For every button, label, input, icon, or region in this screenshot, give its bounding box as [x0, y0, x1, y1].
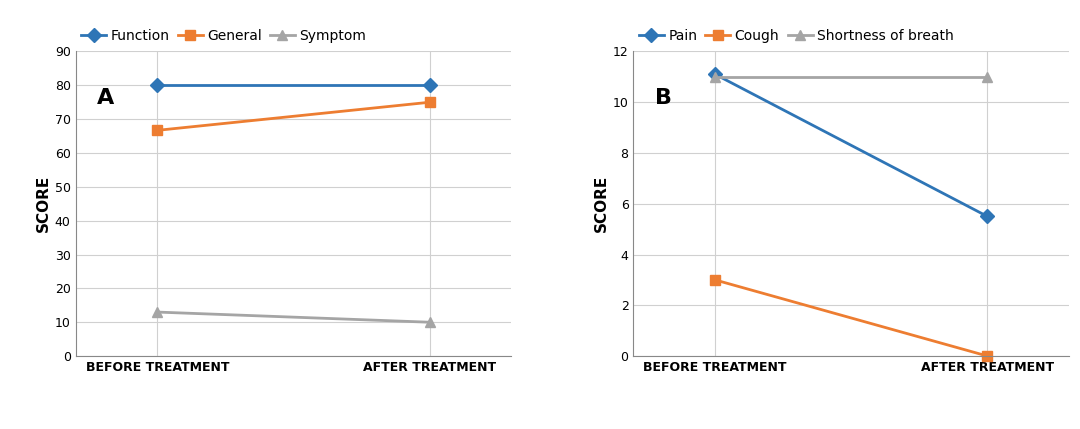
Line: General: General: [152, 97, 434, 135]
Line: Pain: Pain: [711, 69, 993, 221]
Symptom: [151, 309, 164, 314]
General: [423, 100, 436, 105]
Shortness of breath: [708, 74, 721, 79]
Shortness of breath: [981, 74, 994, 79]
Line: Function: Function: [152, 81, 434, 90]
General: [151, 128, 164, 133]
Function: [423, 83, 436, 88]
Cough: [708, 277, 721, 282]
Y-axis label: SCORE: SCORE: [594, 175, 608, 233]
Symptom: [423, 320, 436, 325]
Legend: Pain, Cough, Shortness of breath: Pain, Cough, Shortness of breath: [633, 23, 959, 48]
Text: A: A: [97, 88, 114, 108]
Line: Cough: Cough: [711, 275, 993, 361]
Function: [151, 83, 164, 88]
Line: Symptom: Symptom: [152, 307, 434, 327]
Line: Shortness of breath: Shortness of breath: [711, 72, 993, 82]
Cough: [981, 353, 994, 359]
Pain: [708, 72, 721, 77]
Pain: [981, 214, 994, 219]
Legend: Function, General, Symptom: Function, General, Symptom: [76, 23, 372, 48]
Text: B: B: [656, 88, 672, 108]
Y-axis label: SCORE: SCORE: [36, 175, 51, 233]
